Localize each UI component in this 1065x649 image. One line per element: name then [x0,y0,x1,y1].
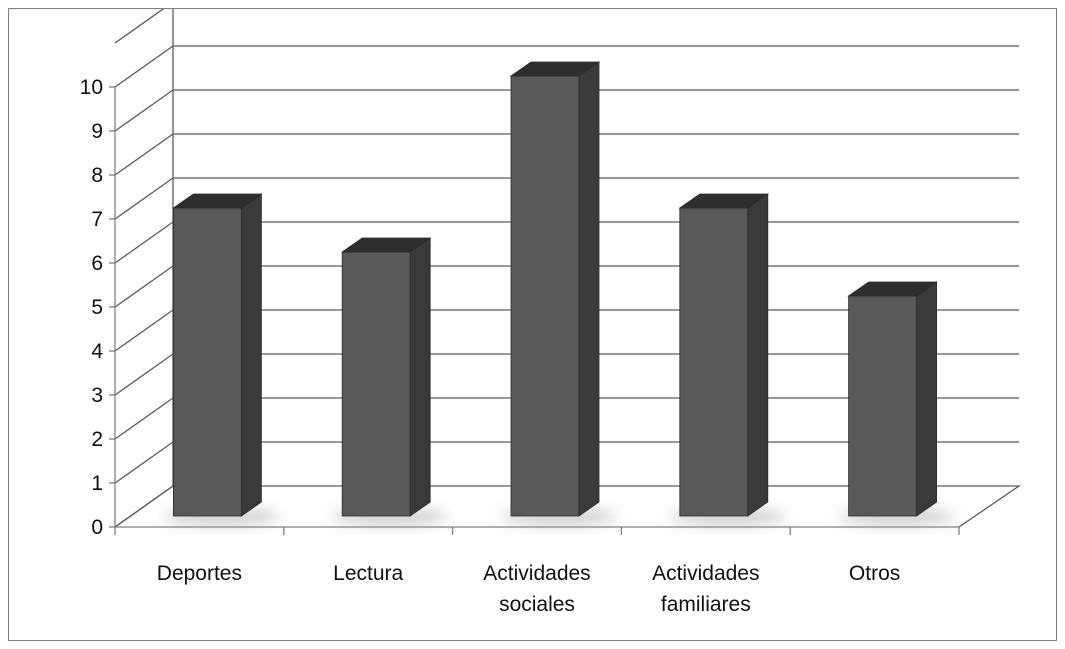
y-tick-label: 8 [91,164,103,187]
bar-front [172,207,242,517]
bar-front [679,207,749,517]
bar-side [578,61,600,517]
x-category-label: Actividades [483,562,590,585]
y-tick-label: 10 [80,76,103,99]
side-gridline [114,397,174,440]
x-category-label: sociales [499,593,575,616]
side-gridline [114,441,174,484]
side-gridline [114,133,174,176]
x-category-label: familiares [661,593,751,616]
bar-side [916,281,937,517]
bar-top [847,281,938,297]
bar-top [340,237,432,253]
y-tick-label: 7 [91,208,103,231]
x-category-label: Otros [849,562,900,585]
x-category-label: Deportes [157,562,242,585]
y-tick-label: 1 [91,472,103,495]
side-gridline [114,89,174,132]
bar-top [678,193,770,209]
side-gridline [114,265,174,308]
side-gridline [114,177,174,220]
bar-front [510,75,580,517]
side-gridline [114,9,165,44]
side-gridline [114,353,174,396]
x-category-label: Actividades [652,562,759,585]
y-tick-label: 0 [91,516,103,539]
bar-chart: 0 1 2 3 4 5 6 7 8 9 10 Deportes Lectura Actividades so… [80,9,1022,616]
bar-front [341,251,411,517]
side-gridline [114,309,174,352]
bar-top [509,61,601,77]
axis-layer [109,86,960,535]
y-tick-label: 5 [91,296,103,319]
bar-side [240,193,262,517]
x-category-label: Lectura [333,562,403,585]
chart-frame: 0 1 2 3 4 5 6 7 8 9 10 Deportes Lectura Actividades so… [8,8,1057,641]
y-tick-label: 2 [91,428,103,451]
bar-top [172,193,263,209]
bar-side [747,193,769,517]
side-gridline [114,45,174,88]
bar-side [409,237,431,517]
side-gridline [114,221,174,264]
y-tick-label: 9 [91,120,103,143]
label-layer: 0 1 2 3 4 5 6 7 8 9 10 Deportes Lectura Actividades so… [80,76,901,616]
y-tick-label: 3 [91,384,103,407]
y-tick-label: 6 [91,252,103,275]
bar-front [848,295,917,517]
bar-layer [172,61,938,517]
y-tick-label: 4 [91,340,103,363]
